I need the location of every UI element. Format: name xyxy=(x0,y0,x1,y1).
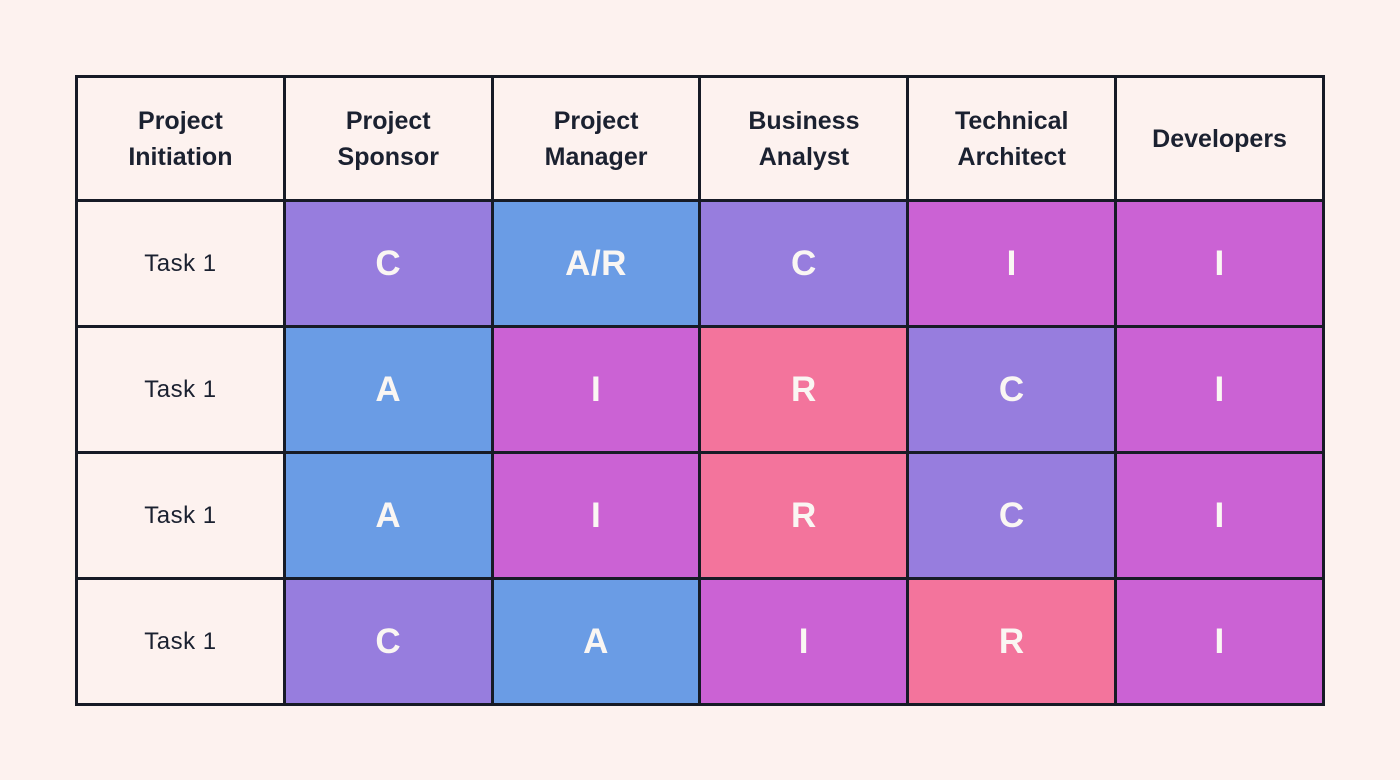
assignment-cell-r: R xyxy=(698,325,910,454)
column-header-technical-architect: Technical Architect xyxy=(906,75,1118,202)
assignment-cell-i: I xyxy=(698,577,910,706)
assignment-cell-r: R xyxy=(698,451,910,580)
assignment-cell-i: I xyxy=(1114,577,1325,706)
matrix-body: Task 1 C A/R C I I Task 1 A I R C I Task 1 A I R C I Task … xyxy=(75,199,1325,706)
assignment-cell-c: C xyxy=(282,199,494,328)
matrix-header: Project Initiation Project Sponsor Project… xyxy=(75,75,1325,202)
column-header-project-initiation: Project Initiation xyxy=(75,75,286,202)
assignment-cell-i: I xyxy=(906,199,1118,328)
task-row-1: Task 1 C A/R C I I xyxy=(75,199,1325,328)
column-header-project-sponsor: Project Sponsor xyxy=(282,75,494,202)
assignment-cell-i: I xyxy=(490,451,702,580)
matrix-header-row: Project Initiation Project Sponsor Project… xyxy=(75,75,1325,202)
task-label: Task 1 xyxy=(75,325,286,454)
assignment-cell-i: I xyxy=(1114,451,1325,580)
assignment-cell-a: A xyxy=(282,451,494,580)
raci-matrix-table: Project Initiation Project Sponsor Project… xyxy=(75,75,1325,706)
task-label: Task 1 xyxy=(75,451,286,580)
task-label: Task 1 xyxy=(75,577,286,706)
assignment-cell-a: A xyxy=(490,577,702,706)
assignment-cell-a-r: A/R xyxy=(490,199,702,328)
assignment-cell-i: I xyxy=(1114,325,1325,454)
column-header-business-analyst: Business Analyst xyxy=(698,75,910,202)
assignment-cell-c: C xyxy=(906,325,1118,454)
assignment-cell-c: C xyxy=(906,451,1118,580)
column-header-project-manager: Project Manager xyxy=(490,75,702,202)
assignment-cell-c: C xyxy=(282,577,494,706)
assignment-cell-a: A xyxy=(282,325,494,454)
assignment-cell-c: C xyxy=(698,199,910,328)
assignment-cell-i: I xyxy=(1114,199,1325,328)
assignment-cell-r: R xyxy=(906,577,1118,706)
column-header-developers: Developers xyxy=(1114,75,1325,202)
task-label: Task 1 xyxy=(75,199,286,328)
assignment-cell-i: I xyxy=(490,325,702,454)
